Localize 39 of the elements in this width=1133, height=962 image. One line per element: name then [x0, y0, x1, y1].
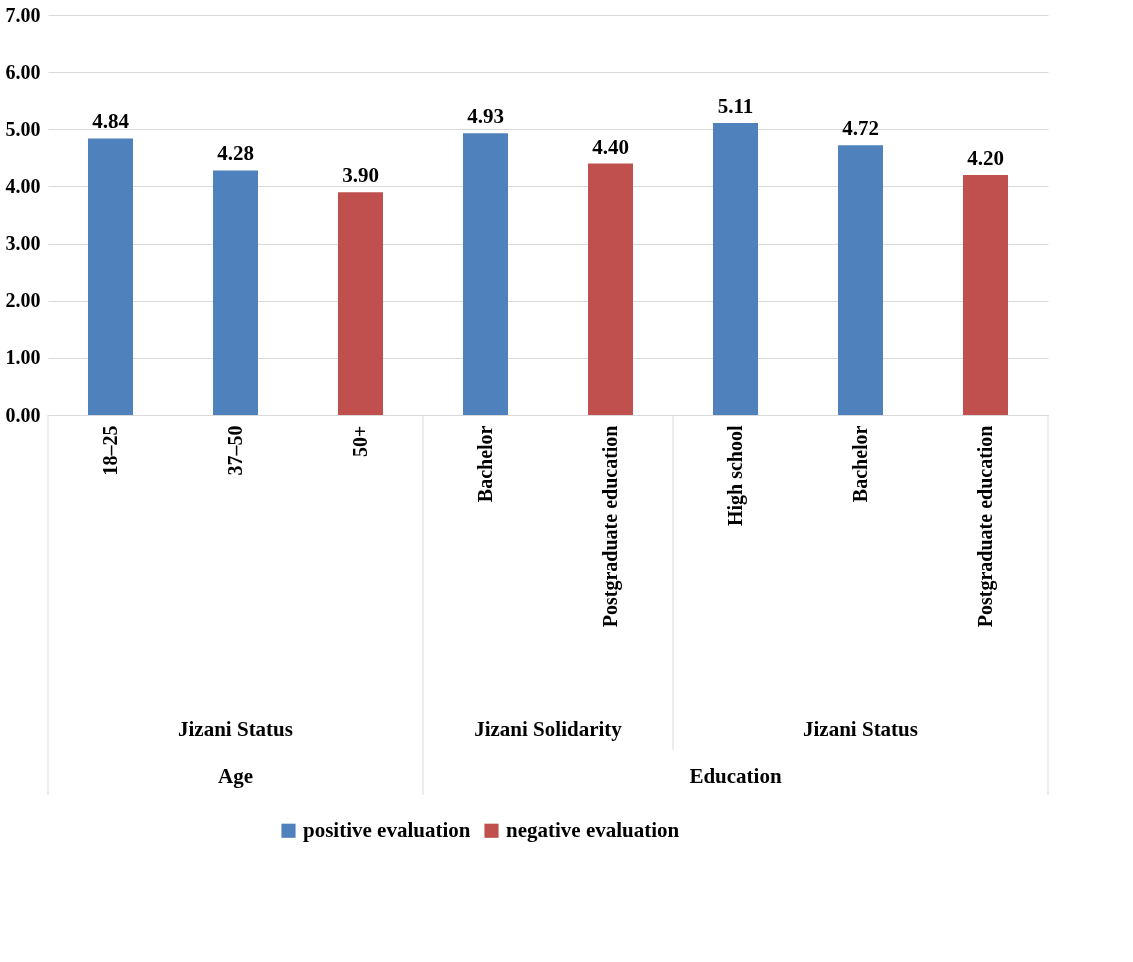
data-label: 4.72	[842, 116, 879, 141]
bar	[213, 170, 258, 415]
x-tick-label: 18–25	[98, 425, 121, 476]
y-tick-label: 2.00	[5, 289, 41, 312]
bar	[963, 175, 1008, 415]
bar	[713, 123, 758, 415]
data-label: 4.28	[217, 141, 254, 166]
data-label: 4.20	[967, 146, 1004, 170]
bar	[588, 163, 633, 415]
bar	[463, 133, 508, 415]
bar	[838, 145, 883, 415]
x-tick-label: Bachelor	[473, 425, 496, 503]
data-label: 4.93	[467, 104, 504, 129]
data-label: 4.84	[92, 109, 130, 134]
x-tick-label: Postgraduate education	[598, 425, 622, 628]
bar	[88, 138, 133, 415]
text: Education	[689, 764, 782, 788]
text: Jizani Solidarity	[474, 717, 623, 741]
x-tick-label: 37–50	[223, 425, 246, 476]
y-tick-label: 5.00	[5, 117, 41, 140]
x-tick-label: High school	[723, 425, 747, 527]
data-label: 4.40	[592, 134, 629, 159]
y-tick-label: 6.00	[5, 60, 41, 83]
data-label: 3.90	[342, 163, 379, 188]
y-tick-label: 1.00	[5, 346, 41, 369]
legend-label: negative evaluation	[506, 817, 680, 842]
x-tick-label: Bachelor	[848, 425, 871, 503]
text: Age	[218, 764, 253, 788]
y-tick-label: 4.00	[5, 174, 41, 197]
data-label: 5.11	[717, 94, 754, 118]
legend-label: positive evaluation	[303, 817, 471, 842]
y-tick-label: 7.00	[5, 3, 41, 26]
text: Jizani Status	[803, 717, 918, 741]
bar	[338, 192, 383, 415]
y-tick-label: 0.00	[5, 403, 41, 426]
y-tick-label: 3.00	[5, 232, 41, 255]
x-tick-label: Postgraduate education	[973, 425, 997, 628]
text: Jizani Status	[178, 717, 293, 741]
x-tick-label: 50+	[348, 425, 371, 457]
